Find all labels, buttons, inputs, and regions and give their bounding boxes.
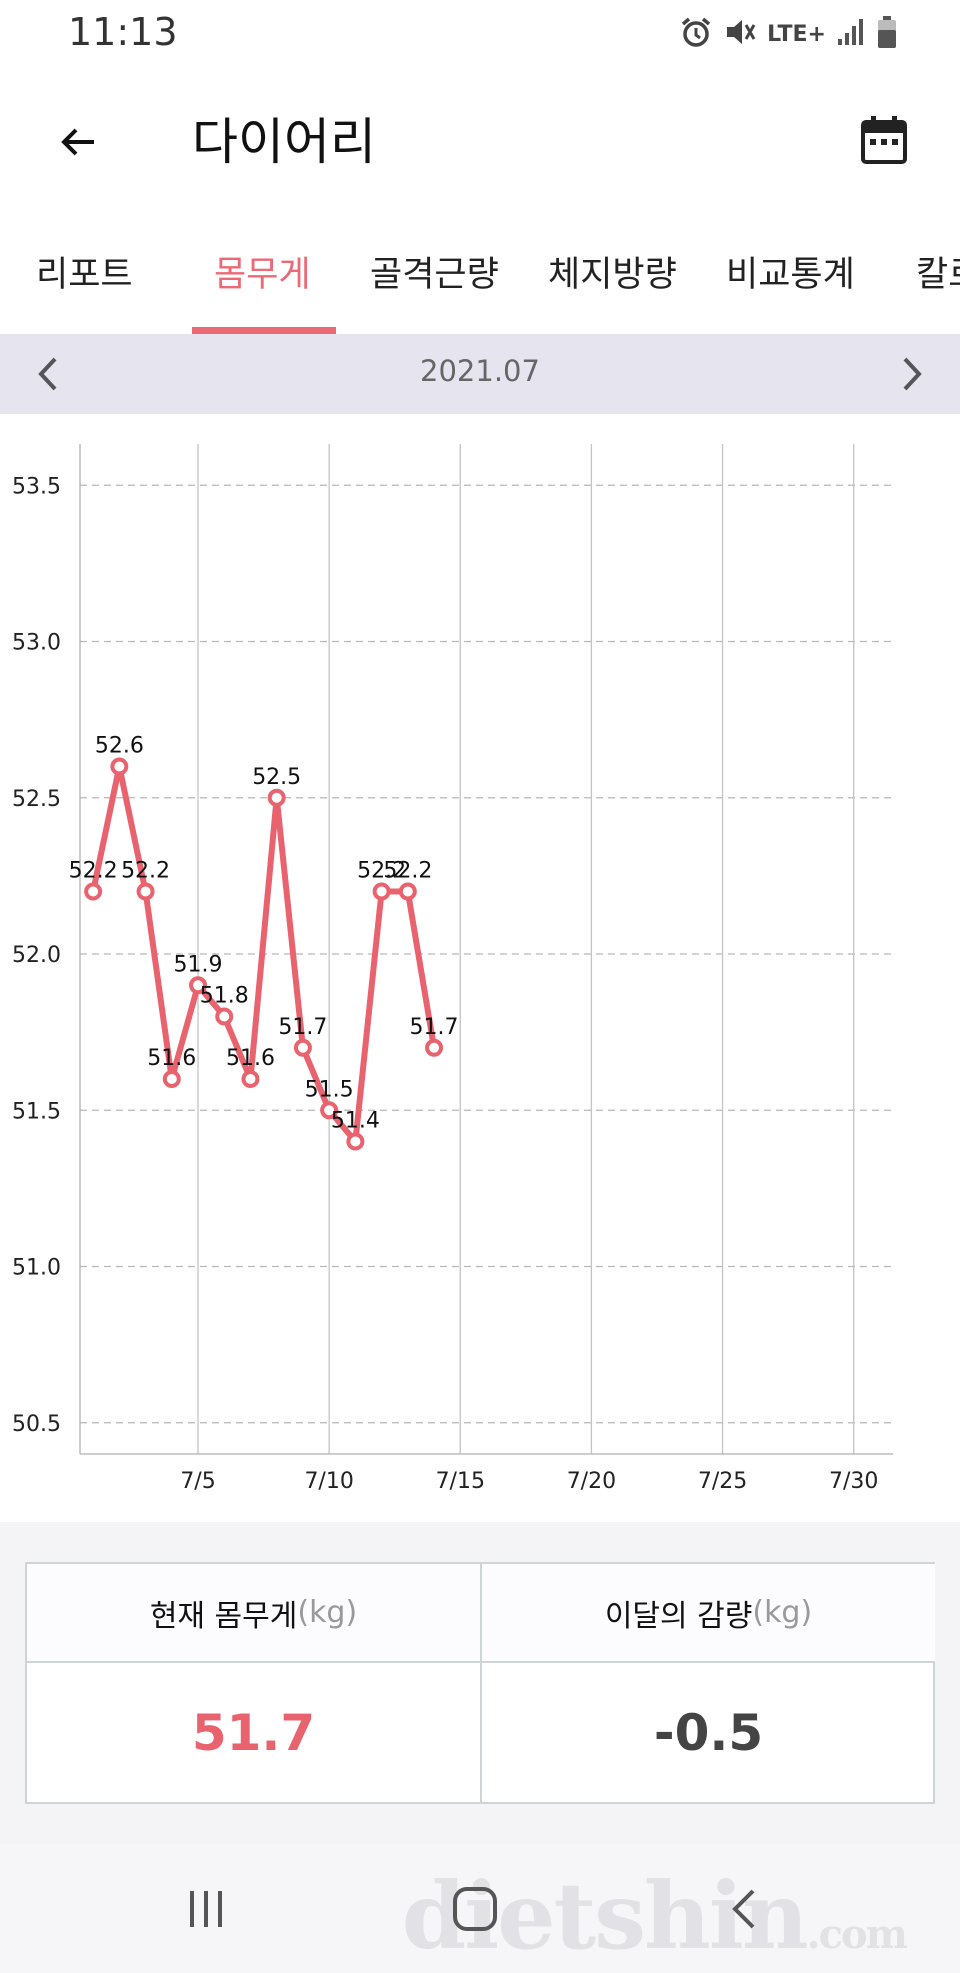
tab-body-fat[interactable]: 체지방량 — [548, 255, 677, 295]
next-month-button[interactable] — [882, 344, 942, 404]
y-tick-label: 53.0 — [12, 631, 61, 656]
lte-icon: LTE+ — [767, 21, 826, 47]
data-label: 51.7 — [410, 1015, 459, 1040]
chevron-right-icon — [903, 357, 922, 391]
month-label: 2021.07 — [420, 354, 540, 388]
alarm-icon — [679, 15, 713, 53]
data-point — [110, 757, 129, 776]
signal-icon — [836, 17, 866, 51]
x-tick-label: 7/30 — [829, 1469, 878, 1494]
data-label: 52.2 — [357, 859, 406, 884]
data-label: 51.6 — [147, 1046, 196, 1071]
monthly-change-header: 이달의 감량 (kg) — [482, 1564, 935, 1663]
data-point — [267, 788, 286, 807]
tab-calorie[interactable]: 칼로 — [916, 255, 960, 295]
tab-skeletal-muscle[interactable]: 골격근량 — [370, 255, 499, 295]
current-weight-label: 현재 몸무게 — [149, 1598, 298, 1634]
data-point — [189, 976, 208, 995]
chevron-left-icon — [38, 357, 57, 391]
calendar-button[interactable] — [852, 108, 916, 172]
mute-icon — [723, 15, 757, 53]
data-point — [398, 882, 417, 901]
status-bar: 11:13 LTE+ — [0, 0, 960, 68]
status-icons: LTE+ — [679, 14, 898, 54]
monthly-change-unit: (kg) — [752, 1595, 813, 1630]
monthly-change-label: 이달의 감량 — [604, 1598, 753, 1634]
recents-icon — [190, 1891, 222, 1927]
data-point — [136, 882, 155, 901]
home-button[interactable] — [435, 1874, 515, 1944]
recents-button[interactable] — [166, 1874, 246, 1944]
month-navigator: 2021.07 — [0, 334, 960, 414]
data-point — [346, 1132, 365, 1151]
series-line — [90, 763, 438, 1145]
data-point — [293, 1038, 312, 1057]
back-button[interactable] — [48, 112, 108, 172]
data-label: 51.8 — [200, 984, 249, 1009]
data-label: 52.5 — [252, 765, 301, 790]
back-icon — [732, 1889, 755, 1929]
x-tick-label: 7/10 — [304, 1469, 353, 1494]
y-tick-label: 51.5 — [12, 1099, 61, 1124]
x-tick-label: 7/5 — [180, 1469, 215, 1494]
current-weight-value: 51.7 — [191, 1703, 316, 1762]
y-tick-label: 52.0 — [12, 943, 61, 968]
data-point — [372, 882, 391, 901]
data-label: 51.5 — [305, 1077, 354, 1102]
data-point — [84, 882, 103, 901]
data-label: 52.2 — [383, 859, 432, 884]
y-tick-label: 52.5 — [12, 787, 61, 812]
current-weight-header: 현재 몸무게 (kg) — [27, 1564, 480, 1663]
data-point — [320, 1101, 339, 1120]
x-tick-label: 7/20 — [567, 1469, 616, 1494]
summary-table: 현재 몸무게 (kg) 이달의 감량 (kg) 51.7 -0.5 — [25, 1562, 935, 1804]
data-label: 52.6 — [95, 734, 144, 759]
home-icon — [453, 1887, 497, 1931]
data-label: 51.6 — [226, 1046, 275, 1071]
data-label: 51.4 — [331, 1109, 380, 1134]
system-nav-bar: dietshin.com — [0, 1844, 960, 1973]
watermark-suffix: .com — [806, 1911, 908, 1958]
column-divider — [480, 1564, 482, 1802]
tab-report[interactable]: 리포트 — [36, 255, 133, 295]
calendar-icon — [861, 116, 907, 164]
status-time: 11:13 — [68, 10, 178, 54]
x-tick-label: 7/15 — [436, 1469, 485, 1494]
monthly-change-value: -0.5 — [653, 1703, 764, 1762]
data-label: 51.7 — [278, 1015, 327, 1040]
weight-line-chart: 53.5 53.0 52.5 52.0 51.5 51.0 50.5 7/5 7/10 7/15 7… — [12, 444, 893, 1494]
current-weight-unit: (kg) — [297, 1595, 358, 1630]
arrow-left-icon — [61, 128, 94, 156]
data-label: 51.9 — [174, 952, 223, 977]
data-point — [162, 1070, 181, 1088]
y-tick-label: 50.5 — [12, 1412, 61, 1437]
page-title: 다이어리 — [192, 113, 376, 171]
data-point — [425, 1038, 444, 1057]
tab-weight[interactable]: 몸무게 — [214, 255, 311, 295]
prev-month-button[interactable] — [18, 344, 78, 404]
battery-icon — [876, 15, 898, 53]
weight-chart: 53.5 53.0 52.5 52.0 51.5 51.0 50.5 7/5 7/10 7/15 7… — [0, 414, 960, 1522]
x-tick-label: 7/25 — [698, 1469, 747, 1494]
data-label: 52.2 — [121, 859, 170, 884]
app-bar: 다이어리 — [0, 68, 960, 216]
data-point — [215, 1007, 234, 1026]
tab-comparison[interactable]: 비교통계 — [726, 255, 855, 295]
data-label: 52.2 — [69, 859, 118, 884]
y-tick-label: 51.0 — [12, 1256, 61, 1281]
data-point — [241, 1070, 260, 1088]
tab-bar: 리포트 몸무게 골격근량 체지방량 비교통계 칼로 — [0, 214, 960, 336]
system-back-button[interactable] — [705, 1874, 785, 1944]
summary-section: 현재 몸무게 (kg) 이달의 감량 (kg) 51.7 -0.5 — [0, 1522, 960, 1844]
y-tick-label: 53.5 — [12, 474, 61, 499]
active-tab-indicator — [192, 327, 336, 334]
